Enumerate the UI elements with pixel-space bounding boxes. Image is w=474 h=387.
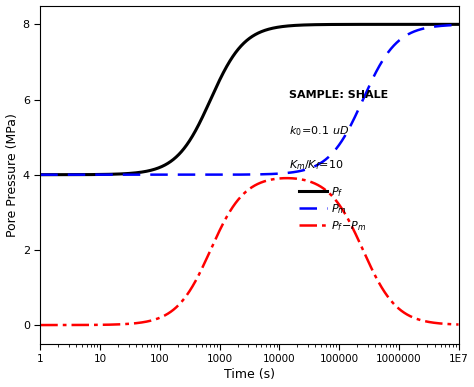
- Y-axis label: Pore Pressure (MPa): Pore Pressure (MPa): [6, 113, 18, 236]
- Text: SAMPLE: SHALE: SAMPLE: SHALE: [289, 90, 388, 100]
- Text: $K_m/K_f\!=\!10$: $K_m/K_f\!=\!10$: [289, 158, 344, 171]
- Text: $k_0\!=\!0.1\ uD$: $k_0\!=\!0.1\ uD$: [289, 124, 349, 138]
- Legend: $P_f$, $P_m$, $P_f\!-\!P_m$: $P_f$, $P_m$, $P_f\!-\!P_m$: [295, 180, 371, 237]
- X-axis label: Time (s): Time (s): [224, 368, 275, 382]
